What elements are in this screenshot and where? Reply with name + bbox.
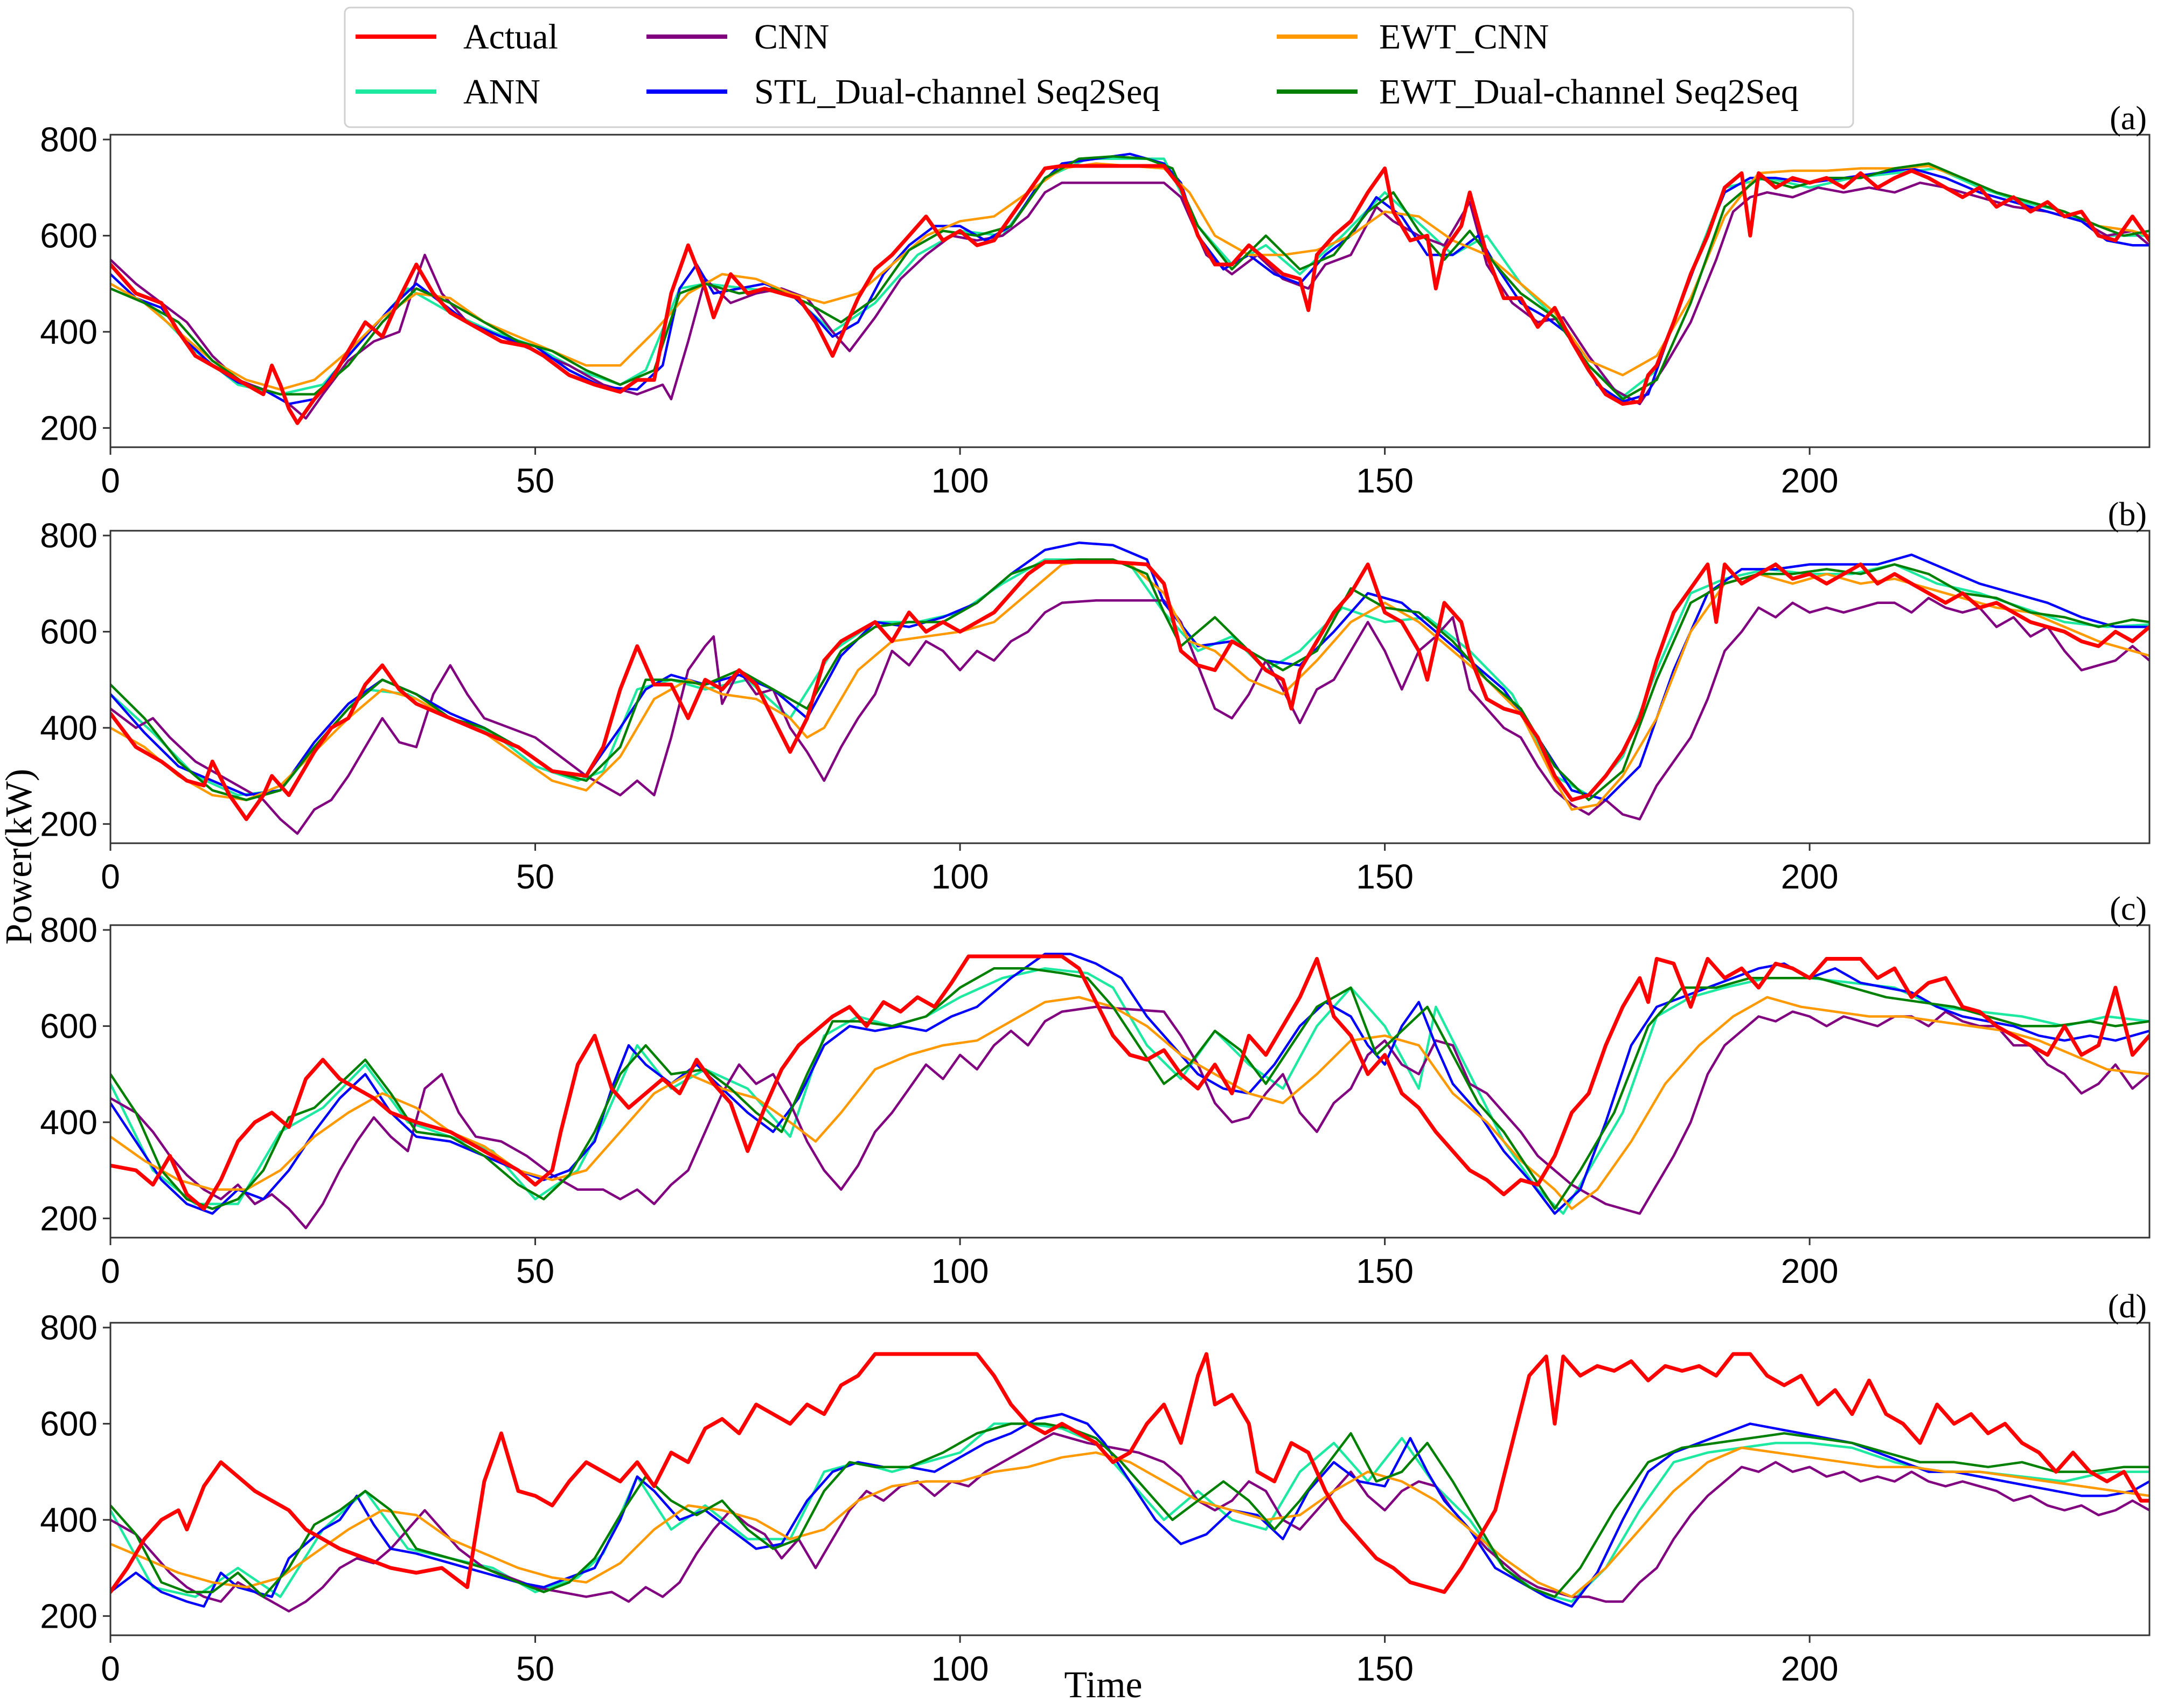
y-tick-label: 600 — [40, 216, 98, 255]
x-tick-label: 200 — [1781, 1252, 1839, 1290]
legend-label-stl-seq2seq: STL_Dual-channel Seq2Seq — [754, 72, 1160, 112]
x-tick-label: 200 — [1781, 857, 1839, 896]
x-tick-label: 150 — [1356, 857, 1414, 896]
series-line-ann-d — [110, 1422, 2149, 1603]
x-tick-label: 0 — [101, 1252, 120, 1290]
panel-a: 200 400 600 800 0 50 100 150 200 (a) — [40, 100, 2151, 500]
y-axis-title: Power(kW) — [0, 769, 40, 945]
y-tick-label: 400 — [40, 1103, 98, 1142]
series-line-stl-dual-channel-seq2seq-b — [110, 541, 2149, 801]
x-tick-label: 100 — [931, 857, 989, 896]
legend-label-ewt-seq2seq: EWT_Dual-channel Seq2Seq — [1379, 72, 1799, 112]
y-tick-label: 200 — [40, 408, 98, 447]
series-line-actual-b — [110, 560, 2149, 821]
series-line-ewt-cnn-d — [110, 1446, 2149, 1598]
panel-label-b: (b) — [2108, 496, 2147, 533]
panel-c-series — [110, 953, 2149, 1230]
panel-d-frame — [109, 1322, 2151, 1636]
series-line-cnn-c — [110, 1005, 2149, 1230]
panel-b-frame — [109, 530, 2151, 844]
panel-a-frame — [109, 134, 2151, 448]
legend-label-ewt-cnn: EWT_CNN — [1379, 17, 1549, 57]
x-tick-label: 50 — [516, 1649, 554, 1688]
series-line-ewt-dual-channel-seq2seq-d — [110, 1422, 2149, 1598]
legend-label-ann: ANN — [463, 72, 540, 112]
x-tick-label: 0 — [101, 857, 120, 896]
panel-label-c: (c) — [2110, 891, 2147, 927]
panel-b: 200 400 600 800 0 50 100 150 200 (b) — [40, 496, 2151, 896]
series-line-cnn-d — [110, 1432, 2149, 1613]
x-tick-label: 100 — [931, 1649, 989, 1688]
y-tick-label: 200 — [40, 1199, 98, 1238]
x-tick-label: 150 — [1356, 1252, 1414, 1290]
y-tick-label: 800 — [40, 120, 98, 159]
x-tick-label: 150 — [1356, 1649, 1414, 1688]
legend-entry-ewt-seq2seq: EWT_Dual-channel Seq2Seq — [1277, 72, 1799, 112]
legend-entry-stl-seq2seq: STL_Dual-channel Seq2Seq — [646, 72, 1160, 112]
x-tick-label: 100 — [931, 1252, 989, 1290]
y-tick-label: 600 — [40, 612, 98, 651]
legend-label-cnn: CNN — [754, 17, 829, 57]
series-line-cnn-b — [110, 596, 2149, 835]
series-line-ann-a — [110, 157, 2149, 398]
x-axis-title: Time — [1064, 1664, 1142, 1706]
series-line-actual-a — [110, 164, 2149, 425]
y-tick-label: 800 — [40, 1308, 98, 1347]
legend-entry-ann: ANN — [356, 72, 540, 112]
x-tick-label: 0 — [101, 1649, 120, 1688]
y-tick-label: 800 — [40, 911, 98, 949]
panel-c-frame — [109, 924, 2151, 1239]
legend-entry-actual: Actual — [356, 17, 558, 57]
legend-entry-ewt-cnn: EWT_CNN — [1277, 17, 1549, 57]
x-tick-label: 100 — [931, 461, 989, 500]
series-line-stl-dual-channel-seq2seq-d — [110, 1413, 2149, 1608]
x-tick-label: 50 — [516, 461, 554, 500]
y-tick-label: 400 — [40, 313, 98, 351]
x-tick-label: 50 — [516, 857, 554, 896]
x-tick-label: 200 — [1781, 1649, 1839, 1688]
x-tick-label: 0 — [101, 461, 120, 500]
legend-label-actual: Actual — [463, 17, 558, 57]
series-line-cnn-a — [110, 181, 2149, 420]
y-tick-label: 400 — [40, 1501, 98, 1539]
x-tick-label: 50 — [516, 1252, 554, 1290]
x-tick-label: 200 — [1781, 461, 1839, 500]
series-line-ewt-dual-channel-seq2seq-c — [110, 967, 2149, 1210]
panel-label-d: (d) — [2108, 1288, 2147, 1325]
y-tick-label: 800 — [40, 516, 98, 555]
series-line-actual-c — [110, 954, 2149, 1211]
panel-d: 200 400 600 800 0 50 100 150 200 (d) — [40, 1288, 2151, 1688]
series-line-actual-d — [110, 1352, 2149, 1594]
y-tick-label: 200 — [40, 804, 98, 843]
y-tick-label: 600 — [40, 1404, 98, 1443]
x-tick-label: 150 — [1356, 461, 1414, 500]
legend-entry-cnn: CNN — [646, 17, 829, 57]
panel-b-series — [110, 541, 2149, 835]
panel-d-series — [110, 1352, 2149, 1613]
y-tick-label: 200 — [40, 1596, 98, 1635]
panel-a-series — [110, 152, 2149, 425]
y-tick-label: 400 — [40, 709, 98, 747]
y-tick-label: 600 — [40, 1006, 98, 1045]
panel-c: 200 400 600 800 0 50 100 150 200 (c) — [40, 891, 2151, 1290]
panel-label-a: (a) — [2110, 100, 2147, 137]
legend: Actual ANN CNN STL_Dual-channel Seq2Seq … — [344, 6, 1854, 128]
